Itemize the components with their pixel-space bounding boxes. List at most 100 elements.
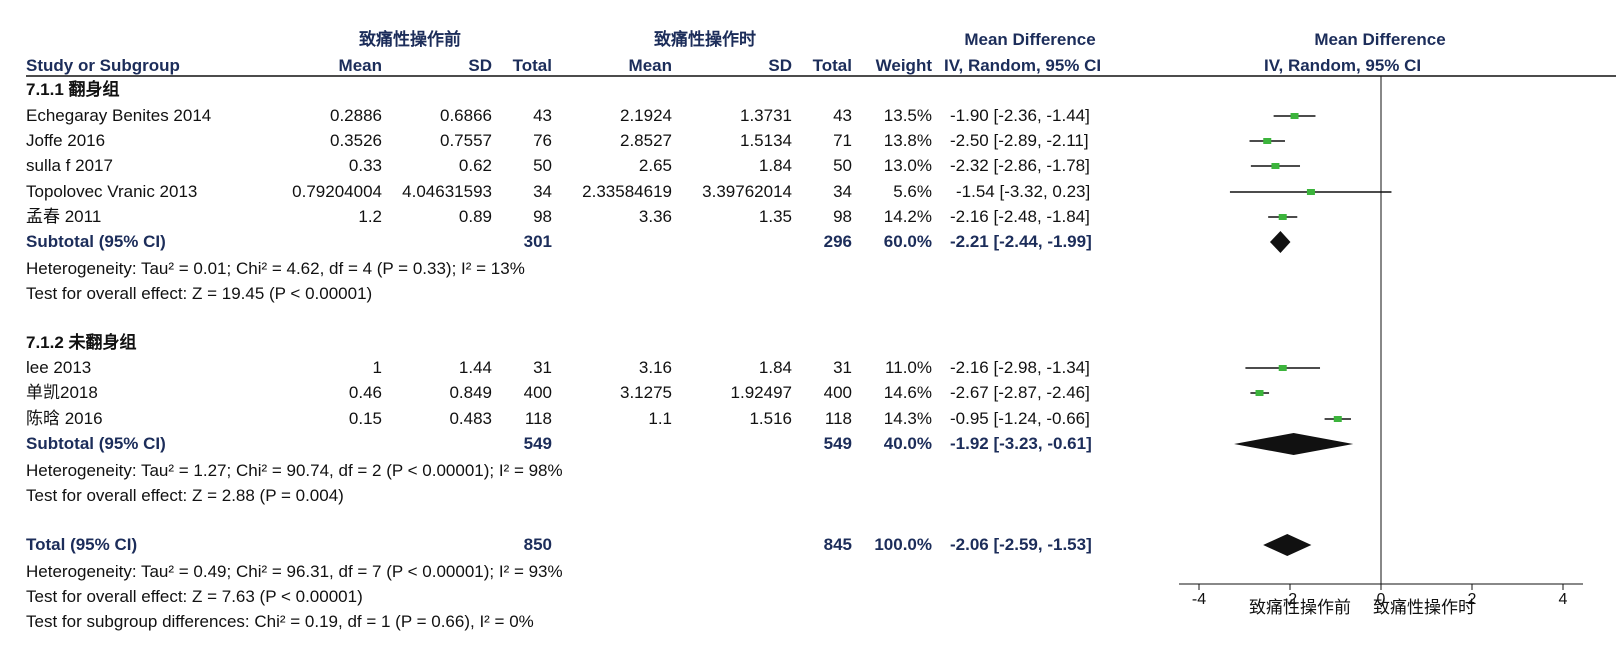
point-estimate	[1271, 163, 1280, 169]
subgroup-title: 7.1.2 未翻身组	[26, 333, 137, 352]
total1: 118	[524, 409, 552, 428]
mean-difference-ci: -1.90 [-2.36, -1.44]	[950, 106, 1090, 125]
weight: 14.3%	[883, 409, 932, 428]
sd1: 4.04631593	[402, 182, 492, 201]
pooled-diamond	[1263, 534, 1312, 556]
sd1: 0.483	[449, 409, 492, 428]
weight: 14.6%	[883, 383, 932, 402]
sd2: 1.92497	[730, 383, 792, 402]
study-name: 孟春 2011	[26, 207, 102, 226]
x-tick-label: -4	[1192, 591, 1206, 608]
study-name: Echegaray Benites 2014	[26, 106, 212, 125]
total-total2: 845	[823, 535, 852, 554]
point-estimate	[1278, 214, 1287, 220]
subtotal-total1: 549	[523, 434, 552, 453]
point-estimate	[1263, 138, 1272, 144]
mean1: 0.79204004	[292, 182, 382, 201]
x-tick-label: 4	[1559, 591, 1568, 608]
sd1: 0.89	[458, 207, 492, 226]
sd2-column-header: SD	[768, 56, 792, 75]
mean2: 1.1	[648, 409, 672, 428]
mean1: 0.33	[348, 156, 382, 175]
x-tick-label: 2	[1468, 591, 1477, 608]
study-column-header: Study or Subgroup	[26, 56, 180, 75]
mean2: 3.36	[638, 207, 672, 226]
total1: 43	[533, 106, 552, 125]
group-control-header: 致痛性操作时	[654, 30, 756, 49]
point-estimate	[1306, 189, 1315, 195]
mean1: 0.15	[348, 409, 382, 428]
weight: 11.0%	[885, 358, 932, 377]
sd2: 1.3731	[740, 106, 792, 125]
mean-difference-ci: -2.50 [-2.89, -2.11]	[950, 131, 1089, 150]
total-ci: -2.06 [-2.59, -1.53]	[950, 535, 1092, 554]
total1: 76	[533, 131, 552, 150]
weight: 5.6%	[893, 182, 932, 201]
mean1-column-header: Mean	[338, 56, 382, 75]
sd2: 1.516	[749, 409, 792, 428]
mean1: 1	[372, 358, 382, 377]
total-label: Total (95% CI)	[26, 535, 138, 554]
sd1: 1.44	[458, 358, 492, 377]
mean-difference-ci: -2.16 [-2.48, -1.84]	[950, 207, 1090, 226]
total1: 400	[523, 383, 552, 402]
group-experimental-header: 致痛性操作前	[359, 30, 461, 49]
heterogeneity-text: Heterogeneity: Tau² = 0.49; Chi² = 96.31…	[26, 562, 563, 581]
total2: 118	[824, 409, 852, 428]
sd1-column-header: SD	[468, 56, 492, 75]
subtotal-label: Subtotal (95% CI)	[26, 434, 166, 453]
total1: 50	[533, 156, 552, 175]
point-estimate	[1255, 390, 1264, 396]
point-estimate	[1278, 365, 1287, 371]
total2-column-header: Total	[812, 56, 852, 75]
total2: 400	[823, 383, 852, 402]
total2: 71	[833, 131, 852, 150]
mean-difference-ci: -1.54 [-3.32, 0.23]	[956, 182, 1091, 201]
subtotal-total1: 301	[523, 232, 552, 251]
overall-effect-text: Test for overall effect: Z = 7.63 (P < 0…	[26, 587, 363, 606]
weight: 14.2%	[883, 207, 932, 226]
study-name: 陈晗 2016	[26, 409, 103, 428]
heterogeneity-text: Heterogeneity: Tau² = 1.27; Chi² = 90.74…	[26, 461, 563, 480]
heterogeneity-text: Heterogeneity: Tau² = 0.01; Chi² = 4.62,…	[26, 259, 525, 278]
mean-difference-ci: -2.67 [-2.87, -2.46]	[950, 383, 1090, 402]
subtotal-total2: 549	[823, 434, 852, 453]
sd2: 1.84	[758, 358, 792, 377]
total2: 43	[833, 106, 852, 125]
mean1: 0.3526	[330, 131, 382, 150]
mean2: 3.16	[638, 358, 672, 377]
total1-column-header: Total	[512, 56, 552, 75]
favours-left-label: 致痛性操作前	[1249, 598, 1351, 617]
subtotal-weight: 60.0%	[883, 232, 932, 251]
mean1: 0.2886	[330, 106, 382, 125]
study-name: sulla f 2017	[26, 156, 113, 175]
total2: 31	[833, 358, 852, 377]
mean2: 2.33584619	[582, 182, 672, 201]
subtotal-ci: -2.21 [-2.44, -1.99]	[950, 232, 1092, 251]
x-tick-label: 0	[1377, 591, 1386, 608]
mean-difference-ci: -2.16 [-2.98, -1.34]	[950, 358, 1090, 377]
mean2: 2.1924	[620, 106, 672, 125]
mean-difference-ci: -2.32 [-2.86, -1.78]	[950, 156, 1090, 175]
study-name: Topolovec Vranic 2013	[26, 182, 198, 201]
weight-column-header: Weight	[875, 56, 932, 75]
point-estimate	[1290, 113, 1299, 119]
subtotal-label: Subtotal (95% CI)	[26, 232, 166, 251]
plot-md-header: Mean Difference	[1314, 30, 1446, 49]
sd1: 0.849	[449, 383, 492, 402]
pooled-diamond	[1234, 433, 1354, 455]
mean2: 2.8527	[620, 131, 672, 150]
subtotal-weight: 40.0%	[883, 434, 932, 453]
sd2: 1.84	[758, 156, 792, 175]
overall-effect-text: Test for overall effect: Z = 19.45 (P < …	[26, 284, 373, 303]
mean2-column-header: Mean	[628, 56, 672, 75]
subgroup-title: 7.1.1 翻身组	[26, 80, 120, 99]
mean1: 0.46	[348, 383, 382, 402]
plot-md-method-header: IV, Random, 95% CI	[1264, 56, 1422, 75]
subtotal-total2: 296	[823, 232, 852, 251]
weight: 13.0%	[883, 156, 932, 175]
favours-right-label: 致痛性操作时	[1373, 598, 1475, 617]
md-header: Mean Difference	[964, 30, 1096, 49]
study-name: 单凯2018	[26, 383, 98, 402]
